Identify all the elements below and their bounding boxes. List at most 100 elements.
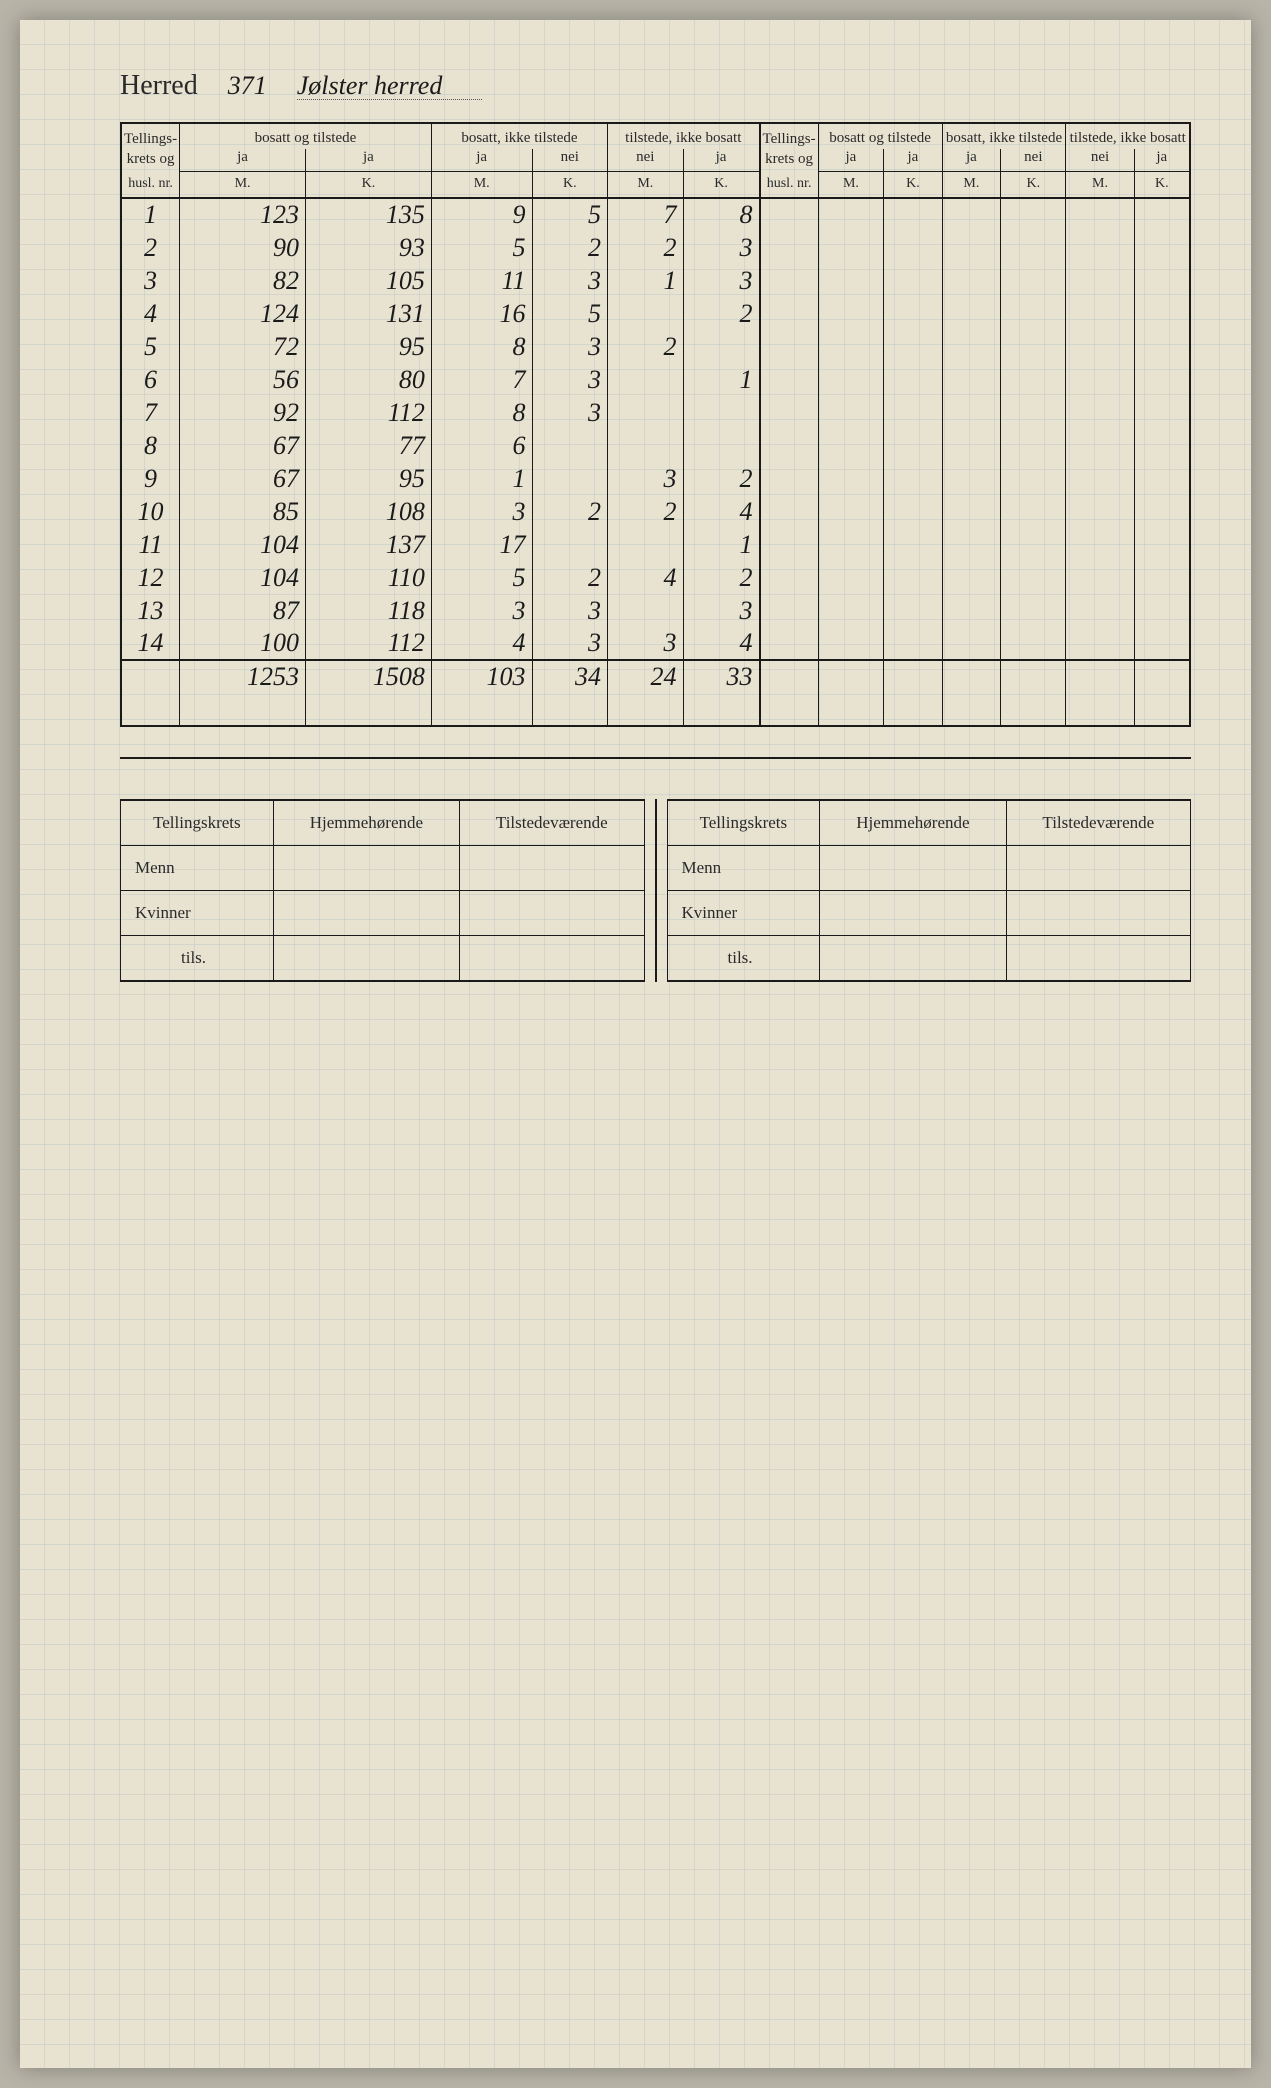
cell: 1 [683,528,759,561]
cell [1134,330,1190,363]
cell: 2 [683,462,759,495]
cell: 6 [431,429,532,462]
cell [1134,198,1190,231]
cell [884,396,942,429]
col-krets: Tellings- krets og [121,123,180,171]
col-k: K. [305,171,431,198]
cell [942,396,1001,429]
cell [942,429,1001,462]
cell: 7 [431,363,532,396]
table-row: 141001124334 [121,627,1190,660]
cell [1134,297,1190,330]
cell: 4 [683,495,759,528]
row-number-2 [760,528,819,561]
table-row: 57295832 [121,330,1190,363]
cell [942,198,1001,231]
cell: 1 [608,264,684,297]
cell: 56 [180,363,306,396]
cell: 2 [532,231,608,264]
cell [818,198,884,231]
cell: 123 [180,198,306,231]
cell: 90 [180,231,306,264]
cell: 3 [532,627,608,660]
cell [1066,198,1134,231]
cell [1001,264,1066,297]
cell: 4 [683,627,759,660]
table-row: 41241311652 [121,297,1190,330]
sub-ja: ja [884,149,942,171]
row-number: 6 [121,363,180,396]
cell [1134,528,1190,561]
row-number-2 [760,396,819,429]
cell [942,363,1001,396]
cell: 4 [608,561,684,594]
cell [1066,528,1134,561]
divider [120,757,1191,759]
herred-number: 371 [218,73,277,99]
cell [1001,231,1066,264]
cell [683,429,759,462]
row-number: 1 [121,198,180,231]
cell [884,264,942,297]
cell [942,495,1001,528]
cell: 1508 [305,660,431,693]
cell [818,462,884,495]
sum-hdr: Tellingskrets [667,800,820,846]
cell: 2 [532,561,608,594]
sum-hdr: Tilstedeværende [1006,800,1190,846]
cell [942,660,1001,693]
cell: 135 [305,198,431,231]
col-k: K. [884,171,942,198]
herred-label: Herred [120,70,198,102]
cell [884,528,942,561]
col-m: M. [1066,171,1134,198]
cell: 8 [431,330,532,363]
sum-row-menn: Menn [121,846,274,891]
table-row: 65680731 [121,363,1190,396]
header: Herred 371 Jølster herred [120,70,1191,102]
cell [942,264,1001,297]
cell [884,198,942,231]
cell [884,363,942,396]
cell: 2 [683,561,759,594]
cell: 67 [180,462,306,495]
cell: 82 [180,264,306,297]
cell [683,396,759,429]
cell: 92 [180,396,306,429]
cell [942,231,1001,264]
cell [884,330,942,363]
col-group-3b: tilstede, ikke bosatt [1066,123,1190,149]
col-k: K. [532,171,608,198]
cell [942,330,1001,363]
table-row: 96795132 [121,462,1190,495]
cell [1001,561,1066,594]
summary-table-right: Tellingskrets Hjemmehørende Tilstedevære… [667,799,1192,982]
col-k: K. [1134,171,1190,198]
cell [884,495,942,528]
cell [1066,462,1134,495]
cell [884,561,942,594]
cell: 3 [532,264,608,297]
cell [1066,330,1134,363]
cell: 93 [305,231,431,264]
row-number-2 [760,561,819,594]
cell [532,462,608,495]
row-number-2 [760,429,819,462]
row-number: 5 [121,330,180,363]
cell [1134,429,1190,462]
col-m: M. [431,171,532,198]
cell: 3 [683,264,759,297]
sum-row: 12531508103342433 [121,660,1190,693]
cell [1066,396,1134,429]
sum-row-menn: Menn [667,846,820,891]
row-number-2 [760,297,819,330]
cell: 95 [305,330,431,363]
cell [1066,594,1134,627]
col-group-2b: bosatt, ikke tilstede [942,123,1066,149]
cell [608,594,684,627]
cell [1066,495,1134,528]
cell [1134,396,1190,429]
cell: 2 [683,297,759,330]
sub-ja: ja [942,149,1001,171]
cell [818,660,884,693]
